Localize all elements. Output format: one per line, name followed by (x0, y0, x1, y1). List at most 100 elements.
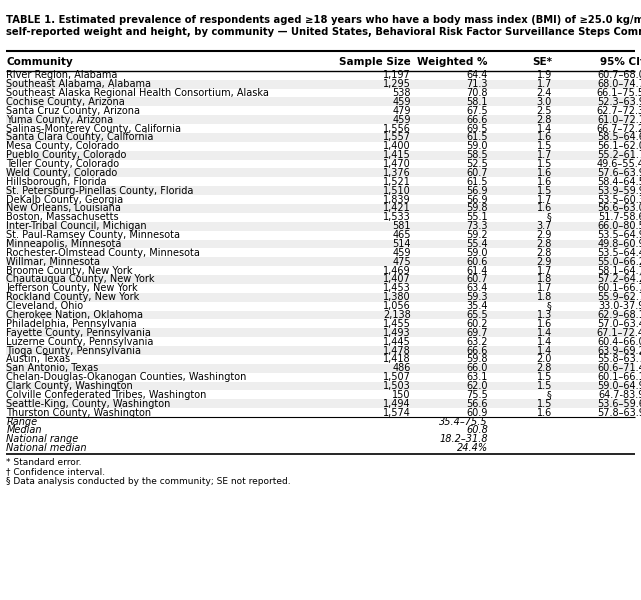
Text: Chautauqua County, New York: Chautauqua County, New York (6, 274, 155, 284)
Text: 60.4–66.0: 60.4–66.0 (597, 337, 641, 347)
Bar (6, 293, 635, 302)
Text: Range: Range (6, 416, 38, 427)
Text: Cherokee Nation, Oklahoma: Cherokee Nation, Oklahoma (6, 310, 144, 320)
Text: 57.6–63.9: 57.6–63.9 (597, 168, 641, 178)
Text: 58.5–64.6: 58.5–64.6 (597, 133, 641, 142)
Text: 64.7-83.9: 64.7-83.9 (599, 390, 641, 400)
Text: 1,407: 1,407 (383, 274, 411, 284)
Text: 2.8: 2.8 (537, 248, 552, 258)
Text: Jefferson County, New York: Jefferson County, New York (6, 283, 138, 293)
Text: 2.4: 2.4 (537, 88, 552, 98)
Text: 52.5: 52.5 (466, 159, 488, 169)
Text: 1.8: 1.8 (537, 292, 552, 302)
Text: 1.7: 1.7 (537, 283, 552, 293)
Text: 65.5: 65.5 (466, 310, 488, 320)
Text: 2.9: 2.9 (537, 257, 552, 267)
Text: 55.9–62.7: 55.9–62.7 (597, 292, 641, 302)
Text: 1.6: 1.6 (537, 168, 552, 178)
Text: 1,455: 1,455 (383, 319, 411, 329)
Text: 53.6–59.6: 53.6–59.6 (597, 399, 641, 409)
Text: 59.0: 59.0 (466, 141, 488, 151)
Text: Fayette County, Pennsylvania: Fayette County, Pennsylvania (6, 328, 151, 338)
Text: 150: 150 (392, 390, 411, 400)
Bar (6, 239, 635, 248)
Text: 1,056: 1,056 (383, 301, 411, 311)
Text: 69.5: 69.5 (466, 124, 488, 134)
Text: 64.4: 64.4 (467, 70, 488, 80)
Text: 61.5: 61.5 (466, 133, 488, 142)
Bar (6, 133, 635, 142)
Text: 459: 459 (392, 248, 411, 258)
Text: 58.1–64.7: 58.1–64.7 (597, 266, 641, 275)
Bar (6, 169, 635, 178)
Text: 61.4: 61.4 (467, 266, 488, 275)
Text: 1,556: 1,556 (383, 124, 411, 134)
Text: 60.6: 60.6 (467, 257, 488, 267)
Text: * Standard error.: * Standard error. (6, 458, 82, 467)
Text: 49.8–60.9: 49.8–60.9 (597, 239, 641, 249)
Text: 1,376: 1,376 (383, 168, 411, 178)
Text: Boston, Massachusetts: Boston, Massachusetts (6, 212, 119, 223)
Text: Inter-Tribal Council, Michigan: Inter-Tribal Council, Michigan (6, 221, 147, 231)
Text: 66.7–72.2: 66.7–72.2 (597, 124, 641, 134)
Text: 1.6: 1.6 (537, 203, 552, 214)
Text: 55.1: 55.1 (466, 212, 488, 223)
Text: Community: Community (6, 57, 73, 67)
Text: Salinas-Monterey County, California: Salinas-Monterey County, California (6, 124, 181, 134)
Bar (6, 257, 635, 266)
Text: 459: 459 (392, 115, 411, 125)
Text: 479: 479 (392, 106, 411, 116)
Bar (6, 311, 635, 319)
Text: National range: National range (6, 434, 79, 445)
Text: 1,445: 1,445 (383, 337, 411, 347)
Bar (6, 204, 635, 213)
Text: Minneapolis, Minnesota: Minneapolis, Minnesota (6, 239, 122, 249)
Text: River Region, Alabama: River Region, Alabama (6, 70, 118, 80)
Text: 66.0–80.5: 66.0–80.5 (597, 221, 641, 231)
Text: Luzerne County, Pennsylvania: Luzerne County, Pennsylvania (6, 337, 154, 347)
Text: Broome County, New York: Broome County, New York (6, 266, 133, 275)
Text: 1.7: 1.7 (537, 194, 552, 205)
Text: Chelan-Douglas-Okanogan Counties, Washington: Chelan-Douglas-Okanogan Counties, Washin… (6, 372, 247, 382)
Bar (6, 400, 635, 408)
Bar (6, 222, 635, 230)
Text: 1,453: 1,453 (383, 283, 411, 293)
Text: St. Petersburg-Pinellas County, Florida: St. Petersburg-Pinellas County, Florida (6, 185, 194, 196)
Text: Rochester-Olmstead County, Minnesota: Rochester-Olmstead County, Minnesota (6, 248, 200, 258)
Bar (6, 328, 635, 337)
Text: 63.1: 63.1 (467, 372, 488, 382)
Bar (6, 97, 635, 106)
Bar (6, 186, 635, 195)
Text: 1,574: 1,574 (383, 407, 411, 418)
Text: 1.6: 1.6 (537, 319, 552, 329)
Text: Southeast Alabama, Alabama: Southeast Alabama, Alabama (6, 79, 151, 89)
Text: 3.7: 3.7 (537, 221, 552, 231)
Text: Tioga County, Pennsylvania: Tioga County, Pennsylvania (6, 346, 142, 356)
Text: 68.0–74.7: 68.0–74.7 (597, 79, 641, 89)
Text: 69.7: 69.7 (466, 328, 488, 338)
Text: Median: Median (6, 425, 42, 436)
Text: 35.4–75.5: 35.4–75.5 (439, 416, 488, 427)
Text: 56.9: 56.9 (466, 194, 488, 205)
Text: 459: 459 (392, 97, 411, 107)
Text: 62.7–72.3: 62.7–72.3 (597, 106, 641, 116)
Text: 63.4: 63.4 (467, 283, 488, 293)
Text: 465: 465 (392, 230, 411, 240)
Text: 55.0–66.2: 55.0–66.2 (597, 257, 641, 267)
Text: 59.0–64.9: 59.0–64.9 (597, 381, 641, 391)
Text: 1,197: 1,197 (383, 70, 411, 80)
Text: 66.1–75.5: 66.1–75.5 (597, 88, 641, 98)
Text: New Orleans, Louisiana: New Orleans, Louisiana (6, 203, 121, 214)
Text: 1.5: 1.5 (537, 372, 552, 382)
Text: 71.3: 71.3 (466, 79, 488, 89)
Text: 60.1–66.1: 60.1–66.1 (597, 372, 641, 382)
Text: 2.8: 2.8 (537, 363, 552, 373)
Text: 1,418: 1,418 (383, 355, 411, 364)
Text: 1,503: 1,503 (383, 381, 411, 391)
Text: 1.4: 1.4 (537, 328, 552, 338)
Text: 475: 475 (392, 257, 411, 267)
Text: 2.8: 2.8 (537, 239, 552, 249)
Text: 57.8–63.9: 57.8–63.9 (597, 407, 641, 418)
Text: 486: 486 (392, 363, 411, 373)
Text: 56.6: 56.6 (466, 399, 488, 409)
